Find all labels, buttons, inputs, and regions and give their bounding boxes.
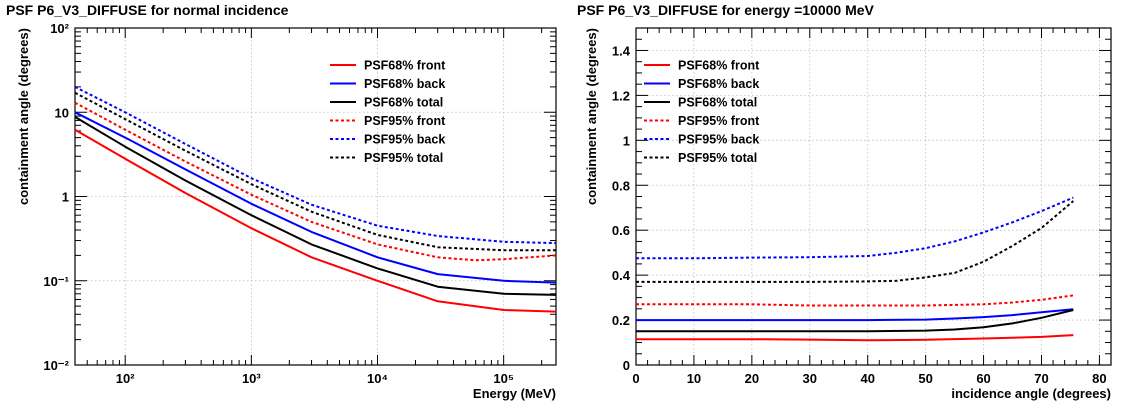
x-tick-label: 0 xyxy=(632,371,639,386)
series-line-psf95-front xyxy=(74,101,557,262)
plot-frame xyxy=(635,27,1112,366)
y-tick-label: 0.2 xyxy=(612,313,630,328)
legend-entry: PSF68% front xyxy=(678,59,760,73)
legend-entry: PSF68% total xyxy=(678,96,757,110)
series-line-psf95-front xyxy=(636,294,1074,307)
y-tick-label: 1 xyxy=(62,190,69,205)
y-tick-label: 0 xyxy=(623,358,630,373)
legend-entry: PSF95% back xyxy=(364,133,445,147)
legend: PSF68% front PSF68% back PSF68% total PSF95… xyxy=(644,59,760,165)
x-tick-label: 60 xyxy=(976,371,990,386)
series-line-psf95-back xyxy=(636,196,1074,260)
angle-psf-chart: PSF P6_V3_DIFFUSE for energy =10000 MeV 0… xyxy=(577,2,1112,401)
legend-entry: PSF95% total xyxy=(678,151,757,165)
energy-psf-chart: PSF P6_V3_DIFFUSE for normal incidence 10… xyxy=(6,2,557,401)
y-tick-label: 10⁻¹ xyxy=(43,274,69,289)
grid-lines xyxy=(75,27,556,366)
legend-entry: PSF68% back xyxy=(678,77,759,91)
series-line-psf68-front xyxy=(74,128,557,313)
x-tick-label: 50 xyxy=(918,371,932,386)
x-tick-label: 20 xyxy=(745,371,759,386)
legend-entry: PSF68% total xyxy=(364,96,443,110)
chart-title: PSF P6_V3_DIFFUSE for normal incidence xyxy=(6,2,289,18)
series-line-psf95-total xyxy=(74,91,556,252)
y-tick-label: 10² xyxy=(50,21,69,36)
series-line-psf68-front xyxy=(636,334,1074,342)
x-tick-label: 40 xyxy=(860,371,874,386)
x-axis-label: Energy (MeV) xyxy=(473,386,556,401)
y-tick-label: 1 xyxy=(623,133,630,148)
series-line-psf95-back xyxy=(74,86,557,245)
legend-entry: PSF68% front xyxy=(364,59,446,73)
x-tick-label: 10 xyxy=(687,371,701,386)
x-tick-label: 70 xyxy=(1034,371,1048,386)
y-axis-label: containment angle (degrees) xyxy=(584,28,599,205)
series-line-psf68-total xyxy=(74,116,557,296)
x-axis-label: incidence angle (degrees) xyxy=(951,386,1111,401)
x-tick-label: 30 xyxy=(803,371,817,386)
tick-labels: 10² 10³ 10⁴ 10⁵ 10⁻² 10⁻¹ 1 10 10² xyxy=(43,21,514,386)
x-tick-label: 10² xyxy=(116,371,135,386)
y-tick-label: 1.4 xyxy=(612,43,631,58)
axis-ticks xyxy=(74,27,556,366)
chart-title: PSF P6_V3_DIFFUSE for energy =10000 MeV xyxy=(577,2,875,18)
series-line-psf68-total xyxy=(636,309,1074,333)
legend-entry: PSF95% back xyxy=(678,133,759,147)
legend-entry: PSF95% front xyxy=(678,114,760,128)
x-tick-label: 10³ xyxy=(242,371,261,386)
legend: PSF68% front PSF68% back PSF68% total PSF95… xyxy=(330,59,446,165)
legend-entry: PSF95% total xyxy=(364,151,443,165)
series-group xyxy=(74,86,557,313)
plot-frame xyxy=(74,27,557,366)
y-tick-label: 0.6 xyxy=(612,223,630,238)
legend-entry: PSF68% back xyxy=(364,77,445,91)
y-tick-label: 0.8 xyxy=(612,178,630,193)
series-group xyxy=(636,196,1074,342)
legend-entry: PSF95% front xyxy=(364,114,446,128)
x-tick-label: 80 xyxy=(1092,371,1106,386)
series-line-psf95-total xyxy=(636,200,1074,283)
y-tick-label: 10⁻² xyxy=(43,358,69,373)
x-tick-label: 10⁵ xyxy=(493,371,514,386)
series-line-psf68-back xyxy=(74,111,557,284)
y-axis-label: containment angle (degrees) xyxy=(16,28,31,205)
y-tick-label: 1.2 xyxy=(612,88,630,103)
y-tick-label: 10 xyxy=(55,105,69,120)
tick-labels: 0 10 20 30 40 50 60 70 80 0 0.2 0.4 0.6 0.8 1 1.2 1.4 xyxy=(612,43,1107,386)
y-tick-label: 0.4 xyxy=(612,268,631,283)
series-line-psf68-back xyxy=(636,308,1074,322)
x-tick-label: 10⁴ xyxy=(367,371,388,386)
